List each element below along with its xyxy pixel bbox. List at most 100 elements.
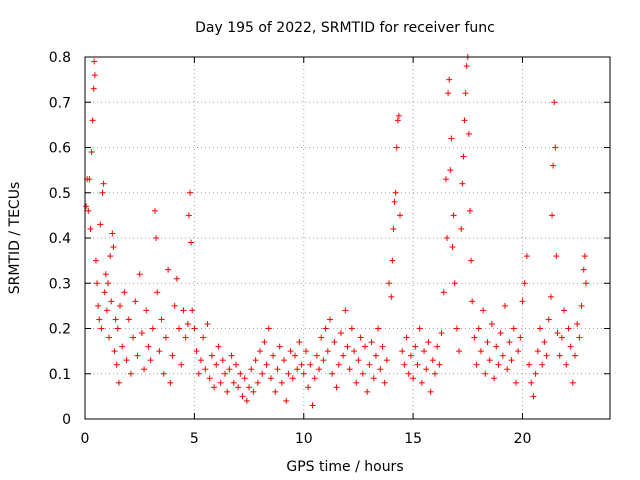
data-point — [448, 135, 455, 142]
data-point — [102, 271, 109, 278]
data-point — [109, 230, 116, 237]
data-point — [114, 325, 121, 332]
data-point — [101, 289, 108, 296]
data-point — [263, 361, 270, 368]
data-point — [123, 357, 130, 364]
data-point — [162, 334, 169, 341]
data-point — [552, 144, 559, 151]
data-point — [243, 397, 250, 404]
data-point — [372, 352, 379, 359]
data-point — [213, 361, 220, 368]
data-point — [368, 339, 375, 346]
data-point — [187, 189, 193, 196]
data-point — [184, 320, 191, 327]
data-point — [180, 307, 187, 314]
data-point — [471, 334, 478, 341]
data-point — [534, 348, 541, 355]
data-point — [504, 366, 511, 373]
data-point — [563, 361, 570, 368]
data-point — [165, 266, 172, 273]
data-point — [418, 379, 425, 386]
data-point — [521, 280, 528, 287]
data-point — [143, 307, 150, 314]
data-point — [475, 325, 482, 332]
data-point — [202, 366, 209, 373]
data-point — [318, 334, 325, 341]
x-tick-labels: 0 5 10 15 20 — [81, 431, 532, 447]
data-point — [567, 343, 574, 350]
data-point — [399, 348, 406, 355]
data-point — [100, 180, 107, 187]
data-point — [346, 366, 353, 373]
data-point — [389, 257, 396, 264]
data-point — [141, 366, 148, 373]
data-point — [119, 343, 126, 350]
data-point — [434, 343, 441, 350]
data-point — [208, 352, 215, 359]
data-point — [154, 289, 161, 296]
data-point — [89, 117, 96, 124]
data-point — [393, 144, 400, 151]
data-point — [185, 212, 192, 219]
data-point — [113, 361, 120, 368]
data-point — [228, 352, 235, 359]
data-point — [111, 348, 118, 355]
data-point — [480, 307, 487, 314]
data-point — [477, 348, 484, 355]
data-point — [423, 366, 430, 373]
data-point — [582, 280, 589, 287]
data-point — [110, 244, 117, 251]
data-point — [436, 361, 443, 368]
data-point — [569, 379, 576, 386]
data-point — [447, 167, 454, 174]
data-point — [87, 225, 94, 232]
data-point — [222, 370, 228, 377]
data-point — [556, 352, 563, 359]
data-point — [453, 325, 460, 332]
data-point — [298, 361, 305, 368]
y-tick-label: 0.4 — [49, 231, 71, 247]
data-point — [158, 316, 165, 323]
data-point — [292, 352, 298, 359]
y-tick-labels: 0 0.1 0.2 0.3 0.4 0.5 0.6 0.7 0.8 — [49, 50, 71, 428]
data-point — [95, 302, 102, 309]
data-point — [132, 298, 139, 305]
data-point — [267, 375, 274, 382]
data-point — [300, 370, 307, 377]
data-point — [497, 330, 504, 337]
data-point — [578, 302, 585, 309]
data-point — [331, 339, 338, 346]
data-point — [394, 117, 401, 124]
data-point — [322, 325, 329, 332]
data-point — [357, 334, 364, 341]
data-point — [348, 325, 355, 332]
data-point — [401, 361, 408, 368]
data-point — [550, 162, 557, 169]
data-point — [252, 357, 259, 364]
data-point — [465, 130, 472, 137]
data-point — [537, 325, 543, 332]
data-point — [230, 379, 237, 386]
data-point — [259, 370, 266, 377]
data-point — [395, 112, 402, 119]
data-point — [289, 375, 296, 382]
data-point — [469, 298, 476, 305]
data-point — [364, 388, 371, 395]
data-point — [200, 334, 207, 341]
data-point — [438, 330, 445, 337]
data-point — [333, 384, 340, 391]
data-point — [381, 379, 388, 386]
data-point — [467, 207, 473, 214]
y-tick-label: 0.3 — [49, 276, 71, 292]
data-point — [412, 343, 419, 350]
data-point — [460, 153, 467, 160]
data-point — [294, 366, 301, 373]
data-point — [482, 370, 489, 377]
data-point — [484, 339, 491, 346]
data-point — [523, 253, 530, 260]
data-point — [429, 357, 436, 364]
data-point — [543, 352, 550, 359]
data-point — [499, 352, 506, 359]
data-point — [327, 316, 333, 323]
data-point — [459, 180, 466, 187]
